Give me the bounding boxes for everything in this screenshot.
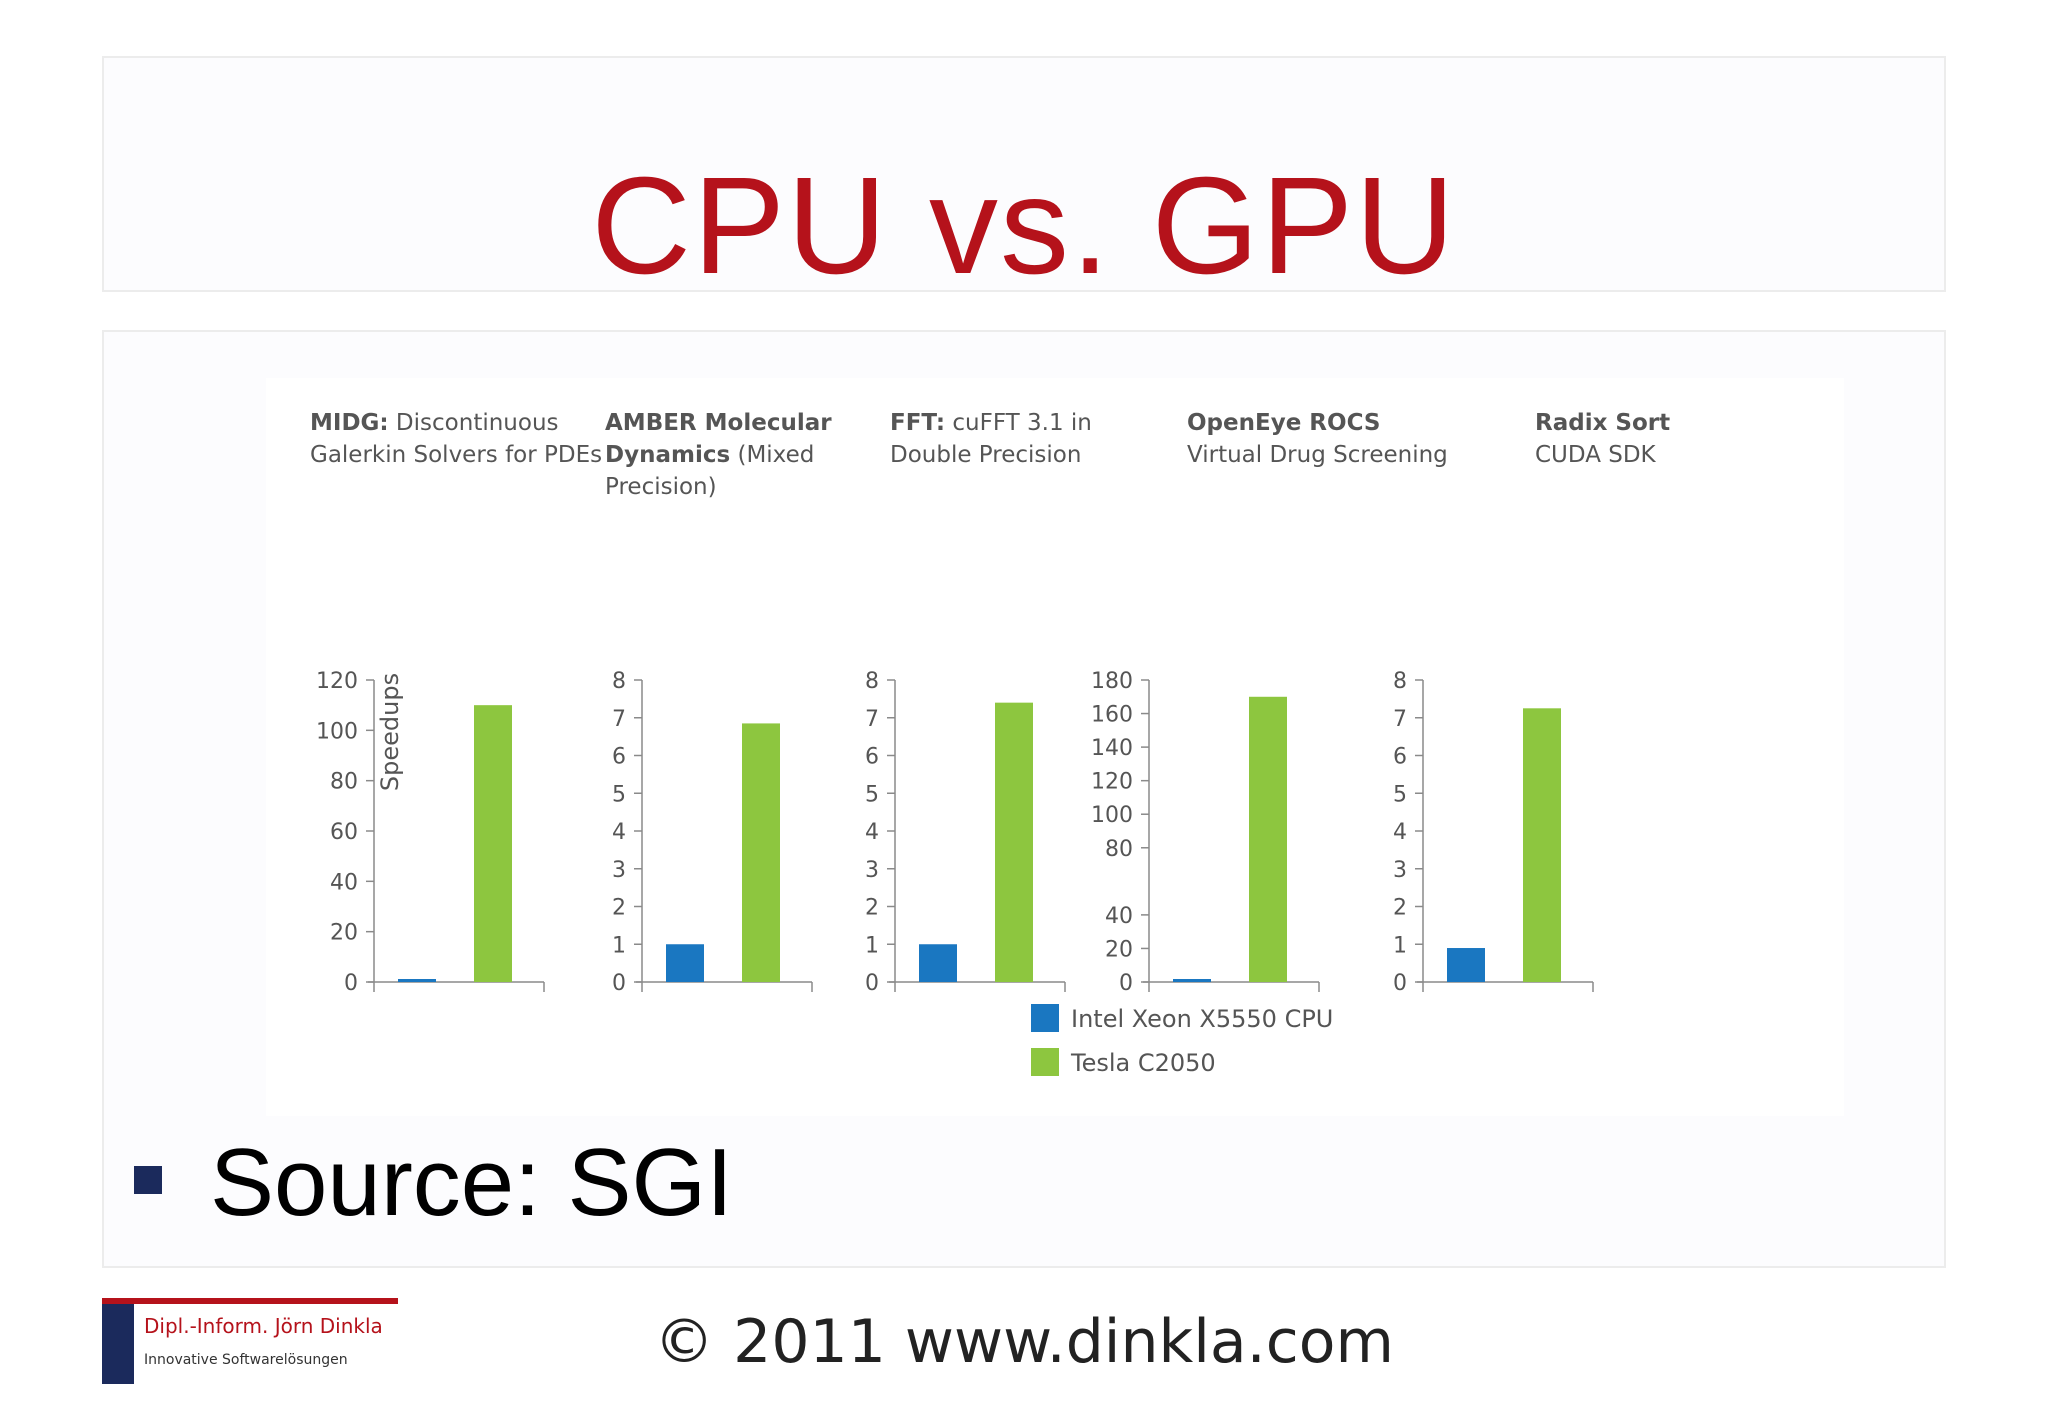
y-tick-label: 8	[612, 669, 626, 694]
y-tick-label: 3	[1393, 858, 1407, 883]
bar-cpu	[1173, 979, 1211, 982]
y-tick-label: 0	[865, 971, 879, 996]
title-box: CPU vs. GPU	[102, 56, 1946, 303]
legend-swatch	[1031, 1004, 1059, 1032]
y-tick-label: 1	[612, 933, 626, 958]
chart-svg: Speedups MIDG: Discontinuous Galerkin Solv…	[310, 410, 1670, 1077]
y-tick-label: 3	[865, 858, 879, 883]
bullet-square-icon	[134, 1166, 162, 1194]
y-tick-label: 6	[865, 745, 879, 770]
y-tick-label: 0	[1393, 971, 1407, 996]
bar-gpu	[474, 705, 512, 982]
y-tick-label: 7	[1393, 707, 1407, 732]
y-tick-label: 40	[1105, 904, 1133, 929]
panel-title: AMBER Molecular Dynamics (Mixed Precision)	[605, 410, 832, 500]
y-tick-label: 100	[316, 719, 358, 744]
y-tick-label: 6	[612, 745, 626, 770]
bar-cpu	[398, 979, 436, 982]
y-tick-label: 8	[865, 669, 879, 694]
y-tick-label: 0	[344, 971, 358, 996]
panel-title: MIDG: Discontinuous Galerkin Solvers for …	[310, 410, 602, 468]
y-tick-label: 5	[1393, 782, 1407, 807]
y-tick-label: 5	[612, 782, 626, 807]
bar-cpu	[1447, 948, 1485, 982]
chart-panel: Speedups MIDG: Discontinuous Galerkin Solv…	[266, 378, 1844, 1116]
y-tick-label: 4	[1393, 820, 1407, 845]
y-tick-label: 80	[1105, 837, 1133, 862]
y-tick-label: 180	[1091, 669, 1133, 694]
y-tick-label: 120	[316, 669, 358, 694]
y-tick-label: 7	[612, 707, 626, 732]
legend-label: Intel Xeon X5550 CPU	[1071, 1005, 1333, 1033]
y-tick-label: 1	[1393, 933, 1407, 958]
y-tick-label: 3	[612, 858, 626, 883]
y-tick-label: 120	[1091, 770, 1133, 795]
y-tick-label: 6	[1393, 745, 1407, 770]
bar-cpu	[666, 944, 704, 982]
panel-title: OpenEye ROCS Virtual Drug Screening	[1187, 410, 1448, 468]
y-tick-label: 7	[865, 707, 879, 732]
y-tick-label: 80	[330, 770, 358, 795]
panel-title: Radix Sort CUDA SDK	[1535, 410, 1670, 468]
legend-label: Tesla C2050	[1070, 1049, 1216, 1077]
bar-gpu	[1523, 708, 1561, 982]
y-tick-label: 8	[1393, 669, 1407, 694]
logo: Dipl.-Inform. Jörn Dinkla Innovative Sof…	[102, 1298, 398, 1384]
y-tick-label: 2	[865, 896, 879, 921]
y-tick-label: 5	[865, 782, 879, 807]
slide-title: CPU vs. GPU	[591, 149, 1457, 303]
y-tick-label: 100	[1091, 803, 1133, 828]
bar-gpu	[1249, 696, 1287, 982]
logo-bar	[102, 1304, 134, 1384]
y-tick-label: 1	[865, 933, 879, 958]
content-box: Speedups MIDG: Discontinuous Galerkin Solv…	[102, 330, 1946, 1268]
y-tick-label: 40	[330, 870, 358, 895]
y-tick-label: 60	[330, 820, 358, 845]
bar-gpu	[742, 723, 780, 982]
panel-title: FFT: cuFFT 3.1 in Double Precision	[890, 410, 1092, 468]
y-tick-label: 0	[1119, 971, 1133, 996]
legend-swatch	[1031, 1048, 1059, 1076]
y-axis-label: Speedups	[376, 673, 404, 791]
y-tick-label: 20	[330, 921, 358, 946]
y-tick-label: 4	[865, 820, 879, 845]
y-tick-label: 0	[612, 971, 626, 996]
y-tick-label: 20	[1105, 937, 1133, 962]
logo-name: Dipl.-Inform. Jörn Dinkla	[144, 1314, 383, 1338]
logo-tagline: Innovative Softwarelösungen	[144, 1352, 348, 1368]
y-tick-label: 160	[1091, 703, 1133, 728]
source-text: Source: SGI	[210, 1129, 733, 1236]
y-tick-label: 140	[1091, 736, 1133, 761]
y-tick-label: 2	[612, 896, 626, 921]
bar-cpu	[919, 944, 957, 982]
y-tick-label: 4	[612, 820, 626, 845]
y-tick-label: 2	[1393, 896, 1407, 921]
bar-gpu	[995, 702, 1033, 982]
footer-copyright: © 2011 www.dinkla.com	[654, 1307, 1394, 1377]
